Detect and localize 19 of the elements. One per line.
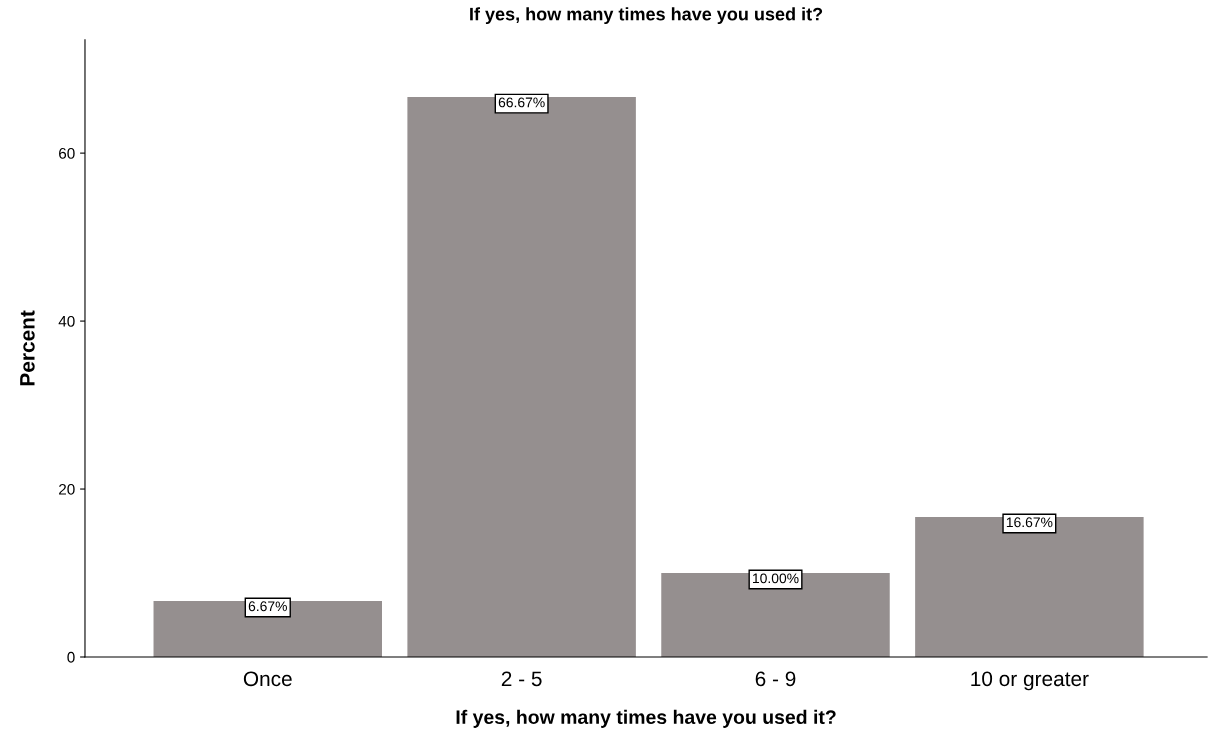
y-tick-label: 40: [58, 315, 75, 327]
y-axis-title: Percent: [20, 310, 35, 386]
bar: [915, 517, 1144, 657]
bar: [407, 97, 636, 657]
bar: [661, 573, 890, 657]
chart-title: If yes, how many times have you used it?: [470, 7, 823, 25]
x-axis-title: If yes, how many times have you used it?: [456, 709, 836, 728]
data-label: 6.67%: [248, 601, 287, 612]
data-label: 66.67%: [498, 97, 545, 108]
x-tick-label: Once: [243, 671, 292, 687]
data-label: 16.67%: [1006, 517, 1053, 528]
y-tick-label: 20: [59, 483, 75, 495]
y-tick-label: 0: [67, 651, 75, 663]
data-label: 10.00%: [753, 573, 799, 584]
y-tick-label: 60: [59, 147, 75, 159]
bar: [153, 600, 383, 657]
x-tick-label: 2 - 5: [501, 671, 542, 687]
x-tick-label: 6 - 9: [755, 671, 796, 687]
x-tick-label: 10 or greater: [971, 671, 1089, 691]
